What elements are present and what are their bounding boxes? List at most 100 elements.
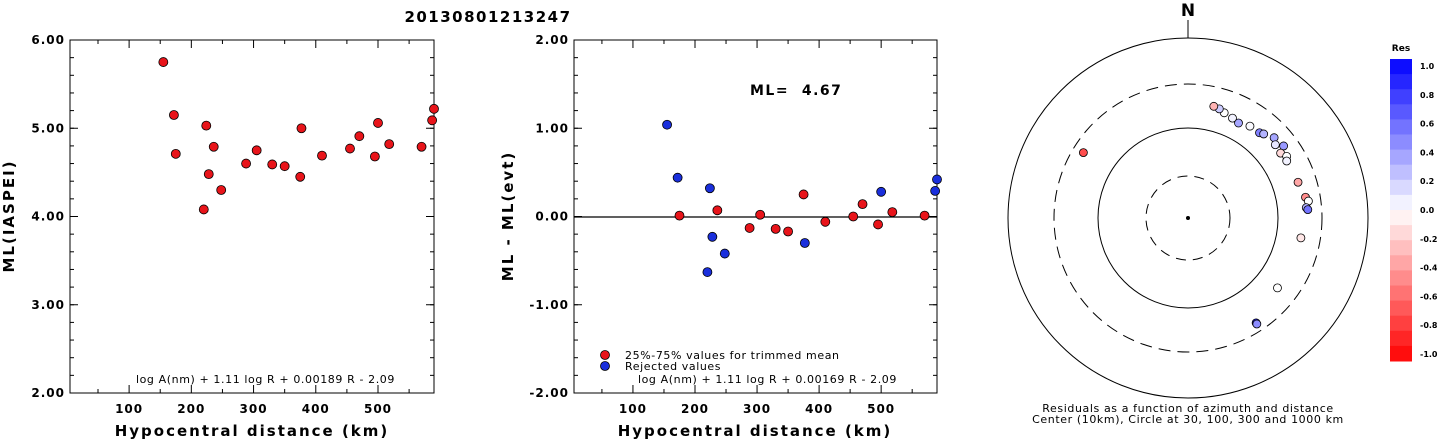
colorbar-cell — [1390, 194, 1412, 211]
legend-label-rejected: Rejected values — [625, 360, 721, 373]
chart2-data-point — [755, 209, 766, 220]
colorbar-cell — [1390, 89, 1412, 105]
colorbar-label: 0.0 — [1420, 206, 1435, 215]
chart1-data-point — [345, 143, 355, 154]
colorbar-label: -0.8 — [1420, 321, 1437, 330]
chart1-data-point — [279, 161, 290, 172]
legend-marker-trimmed — [600, 350, 610, 360]
colorbar-cell — [1390, 59, 1412, 75]
ring-1000km — [1007, 37, 1369, 399]
chart1-xtick-label: 300 — [240, 402, 268, 416]
chart1-data-point — [384, 139, 395, 150]
ring-300km — [1053, 83, 1323, 353]
colorbar-cell — [1390, 74, 1412, 90]
chart2-ytick-label: 0.00 — [535, 210, 569, 224]
polar-station-point — [1245, 121, 1255, 131]
polar-station-point — [1270, 140, 1280, 150]
polar-station-point — [1259, 129, 1269, 139]
colorbar-cell — [1390, 104, 1412, 120]
chart1-y-label: ML(IASPEI) — [0, 159, 18, 272]
chart2-ytick-label: 1.00 — [535, 121, 569, 135]
colorbar-label: 0.2 — [1420, 177, 1434, 186]
chart2-ytick-label: -1.00 — [529, 298, 569, 312]
colorbar-labels: 1.0 0.8 0.6 0.4 0.2 0.0 -0.2 -0.4 -0.6 -0.8 -1.0 — [1420, 62, 1437, 359]
chart1-ytick-label: 6.00 — [31, 33, 65, 47]
chart-ml-vs-distance: 100 200 300 400 500 2.00 3.00 4.00 5.00 6.00 log… — [0, 33, 439, 440]
chart1-data-point — [158, 57, 169, 67]
chart1-data-point — [369, 151, 380, 162]
chart2-data-point — [930, 186, 941, 196]
colorbar-label: 0.4 — [1420, 148, 1435, 157]
chart2-data-point — [712, 205, 723, 216]
chart1-data-point — [203, 169, 214, 180]
chart1-xtick-label: 400 — [302, 402, 330, 416]
chart1-formula: log A(nm) + 1.11 log R + 0.00189 R - 2.0… — [136, 373, 395, 386]
colorbar-cell — [1390, 210, 1412, 226]
ring-100km — [1097, 127, 1279, 309]
polar-station-point — [1273, 283, 1282, 293]
colorbar-label: 1.0 — [1420, 62, 1435, 71]
chart1-data-point — [169, 110, 179, 120]
chart2-formula: log A(nm) + 1.11 log R + 0.00169 R - 2.0… — [638, 373, 897, 386]
polar-station-point — [1282, 156, 1292, 166]
colorbar-cell — [1390, 119, 1412, 135]
chart2-ytick-label: 2.00 — [535, 33, 569, 47]
colorbar-cell — [1390, 345, 1412, 362]
polar-station-point — [1228, 113, 1237, 123]
chart1-ytick-label: 5.00 — [31, 121, 65, 135]
chart2-data-point — [798, 189, 809, 200]
chart2-data-point — [662, 119, 672, 130]
chart2-data-point — [799, 238, 810, 248]
chart1-data-point — [170, 148, 181, 159]
colorbar-cell — [1390, 255, 1412, 271]
chart2-xtick-label: 500 — [867, 402, 895, 416]
colorbar-cell — [1390, 300, 1412, 317]
colorbar-cell — [1390, 330, 1412, 347]
colorbar-cell — [1390, 315, 1412, 332]
chart2-points — [662, 119, 942, 277]
polar-station-point — [1234, 118, 1243, 128]
chart2-data-point — [887, 207, 898, 217]
chart2-xtick-label: 300 — [743, 402, 771, 416]
chart1-data-point — [427, 115, 438, 126]
ml-annotation: ML= 4.67 — [750, 83, 842, 99]
polar-station-point — [1078, 148, 1088, 158]
chart2-data-point — [744, 223, 755, 233]
north-label: N — [1181, 1, 1195, 21]
chart2-data-point — [783, 226, 793, 237]
colorbar-cell — [1390, 240, 1412, 256]
chart1-data-point — [317, 150, 327, 161]
page-title: 20130801213247 — [404, 8, 571, 26]
chart2-data-point — [674, 210, 685, 221]
colorbar-cell — [1390, 149, 1412, 166]
chart1-ytick-label: 3.00 — [31, 298, 65, 312]
colorbar-cells — [1390, 59, 1412, 362]
chart1-points — [158, 57, 439, 215]
colorbar-cell — [1390, 134, 1412, 151]
chart1-data-point — [251, 145, 262, 156]
chart2-data-point — [672, 172, 683, 183]
residual-colorbar: Res 1.0 0.8 0.6 0.4 0.2 0.0 -0.2 -0.4 -0.6 -0.8 -1… — [1390, 44, 1437, 362]
chart2-xtick-label: 200 — [681, 402, 709, 416]
colorbar-label: 0.6 — [1420, 120, 1435, 129]
chart1-ytick-label: 4.00 — [31, 210, 65, 224]
chart1-data-point — [241, 158, 251, 169]
chart1-data-point — [429, 103, 439, 114]
colorbar-label: -0.2 — [1420, 235, 1437, 244]
colorbar-label: -0.6 — [1420, 292, 1437, 301]
chart2-data-point — [919, 210, 930, 221]
chart2-x-axis: 100 200 300 400 500 — [601, 40, 913, 416]
epicenter-marker — [1186, 216, 1190, 220]
chart1-data-point — [208, 141, 219, 152]
chart1-data-point — [373, 118, 383, 128]
polar-station-point — [1252, 319, 1262, 329]
chart2-legend: 25%-75% values for trimmed mean Rejected… — [600, 349, 839, 373]
polar-caption-line2: Center (10km), Circle at 30, 100, 300 an… — [1032, 413, 1344, 426]
chart2-x-label: Hypocentral distance (km) — [618, 422, 893, 440]
legend-marker-rejected — [600, 361, 610, 371]
chart2-data-point — [848, 211, 859, 222]
chart2-data-point — [719, 248, 730, 259]
colorbar-label: -1.0 — [1420, 350, 1437, 359]
chart1-xtick-label: 500 — [364, 402, 392, 416]
